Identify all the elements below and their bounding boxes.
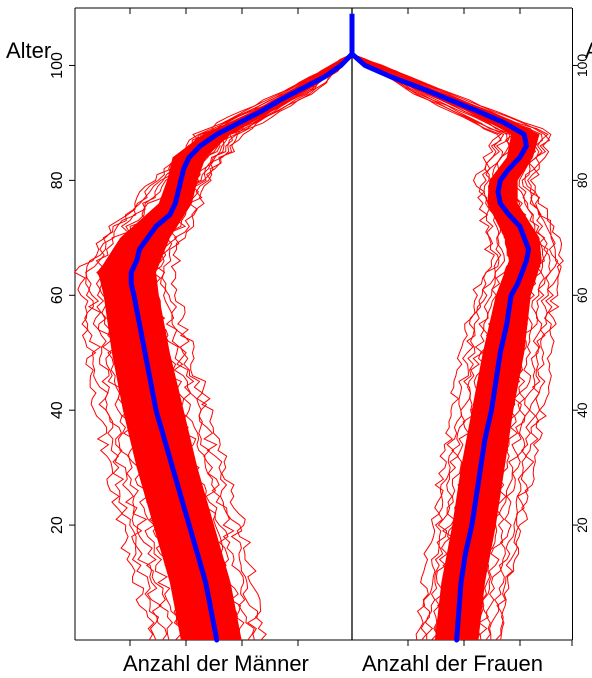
right-mean-line [349, 51, 532, 643]
right-simulation-path-3 [352, 53, 505, 641]
right-simulation-path-14 [351, 53, 549, 641]
left-y-tick-label-60: 60 [49, 286, 66, 304]
left-y-tick-label-100: 100 [49, 52, 66, 79]
left-y-tick-label-20: 20 [49, 516, 66, 534]
left-simulation-path-7 [131, 53, 353, 641]
right-simulation-path-2 [352, 53, 502, 641]
plot-layer [73, 13, 564, 643]
right-simulation-path-5 [352, 53, 513, 641]
right-y-tick-label-40: 40 [574, 402, 590, 418]
left-simulation-path-2 [161, 53, 353, 641]
right-simulation-path-6 [351, 53, 515, 641]
left-panel: Alter A [6, 7, 592, 641]
left-simulation-path-17 [84, 53, 353, 641]
left-simulation-path-4 [151, 53, 353, 641]
left-mean-line [128, 51, 355, 643]
xlabel-men: Anzahl der Männer [123, 651, 309, 673]
right-panel-series-group [349, 51, 564, 643]
right-simulation-path-12 [351, 53, 541, 641]
right-y-tick-label-20: 20 [574, 517, 590, 533]
right-simulation-path-13 [351, 53, 546, 641]
right-panel [572, 8, 573, 640]
right-y-tick-label-80: 80 [574, 172, 590, 188]
left-y-tick-label-40: 40 [49, 401, 66, 419]
left-simulation-path-6 [140, 53, 353, 641]
right-y-tick-label-60: 60 [574, 287, 590, 303]
tick-layer: 20 20 40 40 60 60 80 80 100 100 [49, 8, 590, 646]
left-simulation-path-3 [155, 53, 353, 641]
right-ylabel-fragment: A [585, 38, 592, 63]
left-panel-series-group [73, 51, 355, 643]
right-simulation-path-16 [351, 53, 559, 641]
left-simulation-path-10 [116, 53, 353, 641]
right-simulation-path-1 [352, 53, 502, 641]
left-simulation-path-5 [146, 53, 353, 641]
x-axis-labels: Anzahl der Männer Anzahl der Frauen [123, 651, 543, 676]
left-simulation-path-1 [170, 53, 353, 641]
left-simulation-path-11 [115, 53, 353, 641]
left-simulation-path-16 [85, 53, 353, 641]
right-simulation-path-18 [351, 53, 564, 641]
right-simulation-path-17 [351, 53, 562, 641]
right-simulation-path-4 [352, 53, 511, 641]
right-panel-divider [572, 8, 573, 640]
right-simulation-path-7 [351, 53, 521, 641]
right-y-tick-label-100: 100 [574, 54, 590, 78]
xlabel-women: Anzahl der Frauen [362, 651, 543, 673]
left-simulation-path-18 [73, 53, 353, 641]
right-simulation-path-15 [351, 53, 552, 641]
left-ylabel: Alter [6, 38, 51, 63]
left-simulation-path-12 [107, 53, 353, 641]
left-simulation-path-13 [101, 53, 353, 641]
left-simulation-path-8 [129, 53, 353, 641]
left-y-tick-label-80: 80 [49, 171, 66, 189]
